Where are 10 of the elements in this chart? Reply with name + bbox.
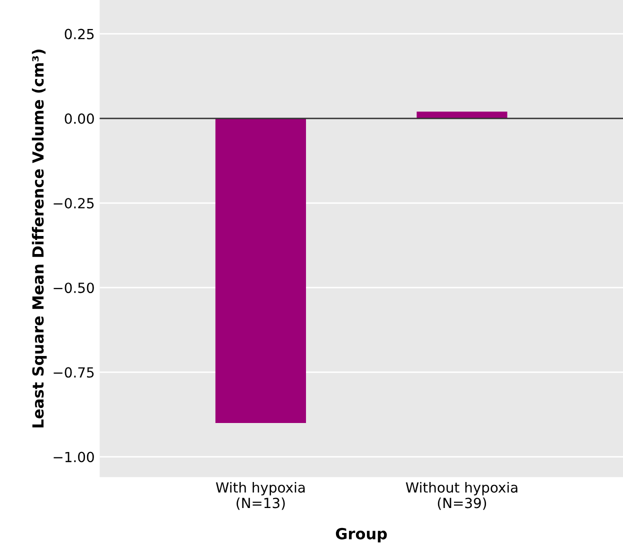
y-tick-label: 0.00 bbox=[64, 113, 94, 124]
y-tick-label: −0.25 bbox=[54, 198, 94, 208]
x-axis-title: Group bbox=[336, 528, 387, 542]
y-tick-label: −0.75 bbox=[54, 367, 94, 378]
y-tick-label: −0.50 bbox=[54, 282, 94, 294]
x-tick-label: Without hypoxia (N=39) bbox=[406, 482, 518, 510]
y-axis-title: Least Square Mean Difference Volume (cm³) bbox=[32, 50, 47, 428]
y-tick-label: 0.25 bbox=[64, 28, 94, 40]
x-tick-label: With hypoxia (N=13) bbox=[216, 482, 305, 510]
y-tick-label: −1.00 bbox=[54, 452, 94, 462]
